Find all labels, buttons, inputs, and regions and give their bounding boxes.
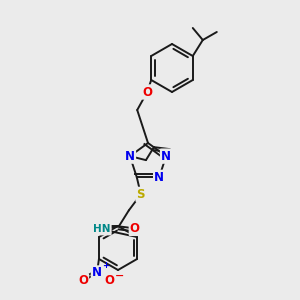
Text: −: − — [115, 271, 124, 281]
Text: N: N — [154, 171, 164, 184]
Text: O: O — [142, 85, 152, 98]
Text: O: O — [130, 222, 140, 235]
Text: N: N — [92, 266, 102, 280]
Text: +: + — [102, 261, 109, 270]
Text: N: N — [161, 150, 171, 163]
Text: O: O — [78, 274, 88, 287]
Text: N: N — [125, 150, 135, 163]
Text: HN: HN — [93, 224, 111, 234]
Text: O: O — [104, 274, 114, 287]
Text: S: S — [136, 188, 145, 201]
